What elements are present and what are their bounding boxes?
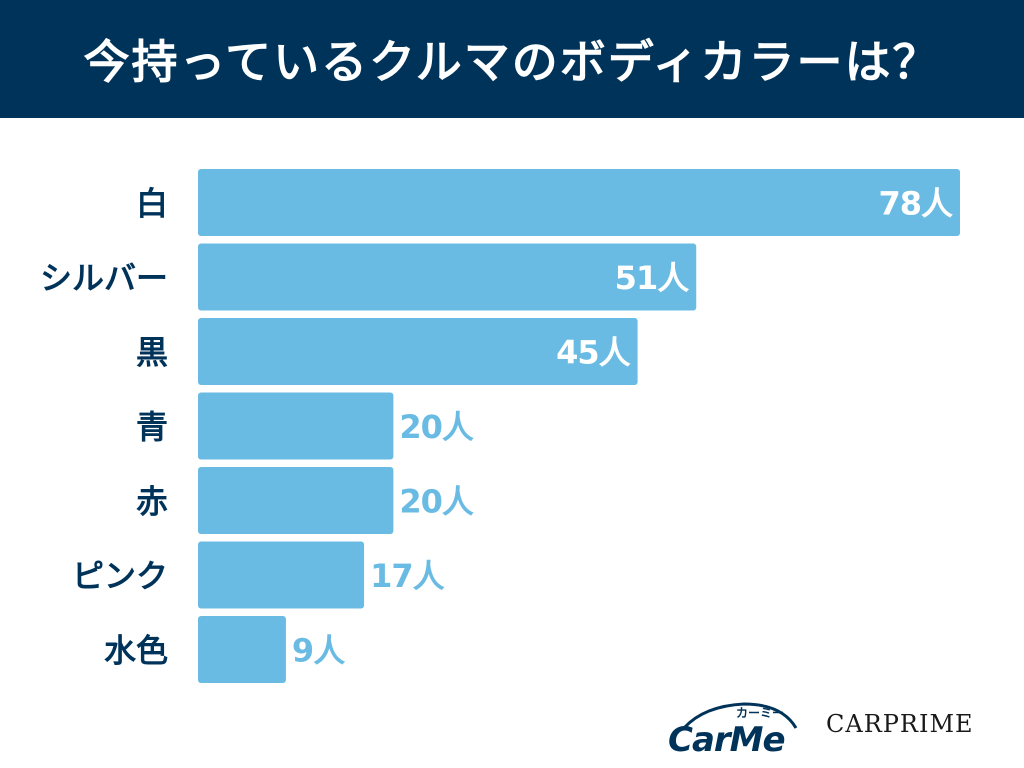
value-label-0: 78人 <box>878 185 953 223</box>
chart-title: 今持っているクルマのボディカラーは？ <box>83 35 941 89</box>
category-label-6: 水色 <box>104 632 168 670</box>
bar-4 <box>198 467 394 534</box>
bar-0 <box>198 169 960 236</box>
bar-6 <box>198 616 286 683</box>
bar-1 <box>198 243 697 311</box>
category-label-4: 赤 <box>136 483 168 521</box>
carme-kana: カーミー <box>736 706 785 720</box>
logo-area: カーミー CarMe CARPRIME <box>0 680 1024 768</box>
value-label-3: 20人 <box>399 408 474 446</box>
bar-3 <box>198 392 394 460</box>
category-label-0: 白 <box>136 185 168 223</box>
carprime-logo: CARPRIME <box>826 710 974 738</box>
carme-wordmark: CarMe <box>668 720 786 760</box>
bar-2 <box>198 318 638 385</box>
value-label-5: 17人 <box>370 557 445 595</box>
category-label-2: 黒 <box>136 334 168 372</box>
category-label-5: ピンク <box>72 557 168 595</box>
bar-5 <box>198 541 365 609</box>
value-label-4: 20人 <box>399 483 474 521</box>
value-label-2: 45人 <box>556 334 631 372</box>
carme-logo: カーミー CarMe <box>664 698 814 760</box>
car-outline-icon <box>682 702 798 730</box>
value-label-6: 9人 <box>292 632 345 670</box>
category-label-1: シルバー <box>40 259 168 297</box>
value-label-1: 51人 <box>615 259 690 297</box>
header-banner: 今持っているクルマのボディカラーは？ <box>0 0 1024 118</box>
category-label-3: 青 <box>136 408 168 446</box>
